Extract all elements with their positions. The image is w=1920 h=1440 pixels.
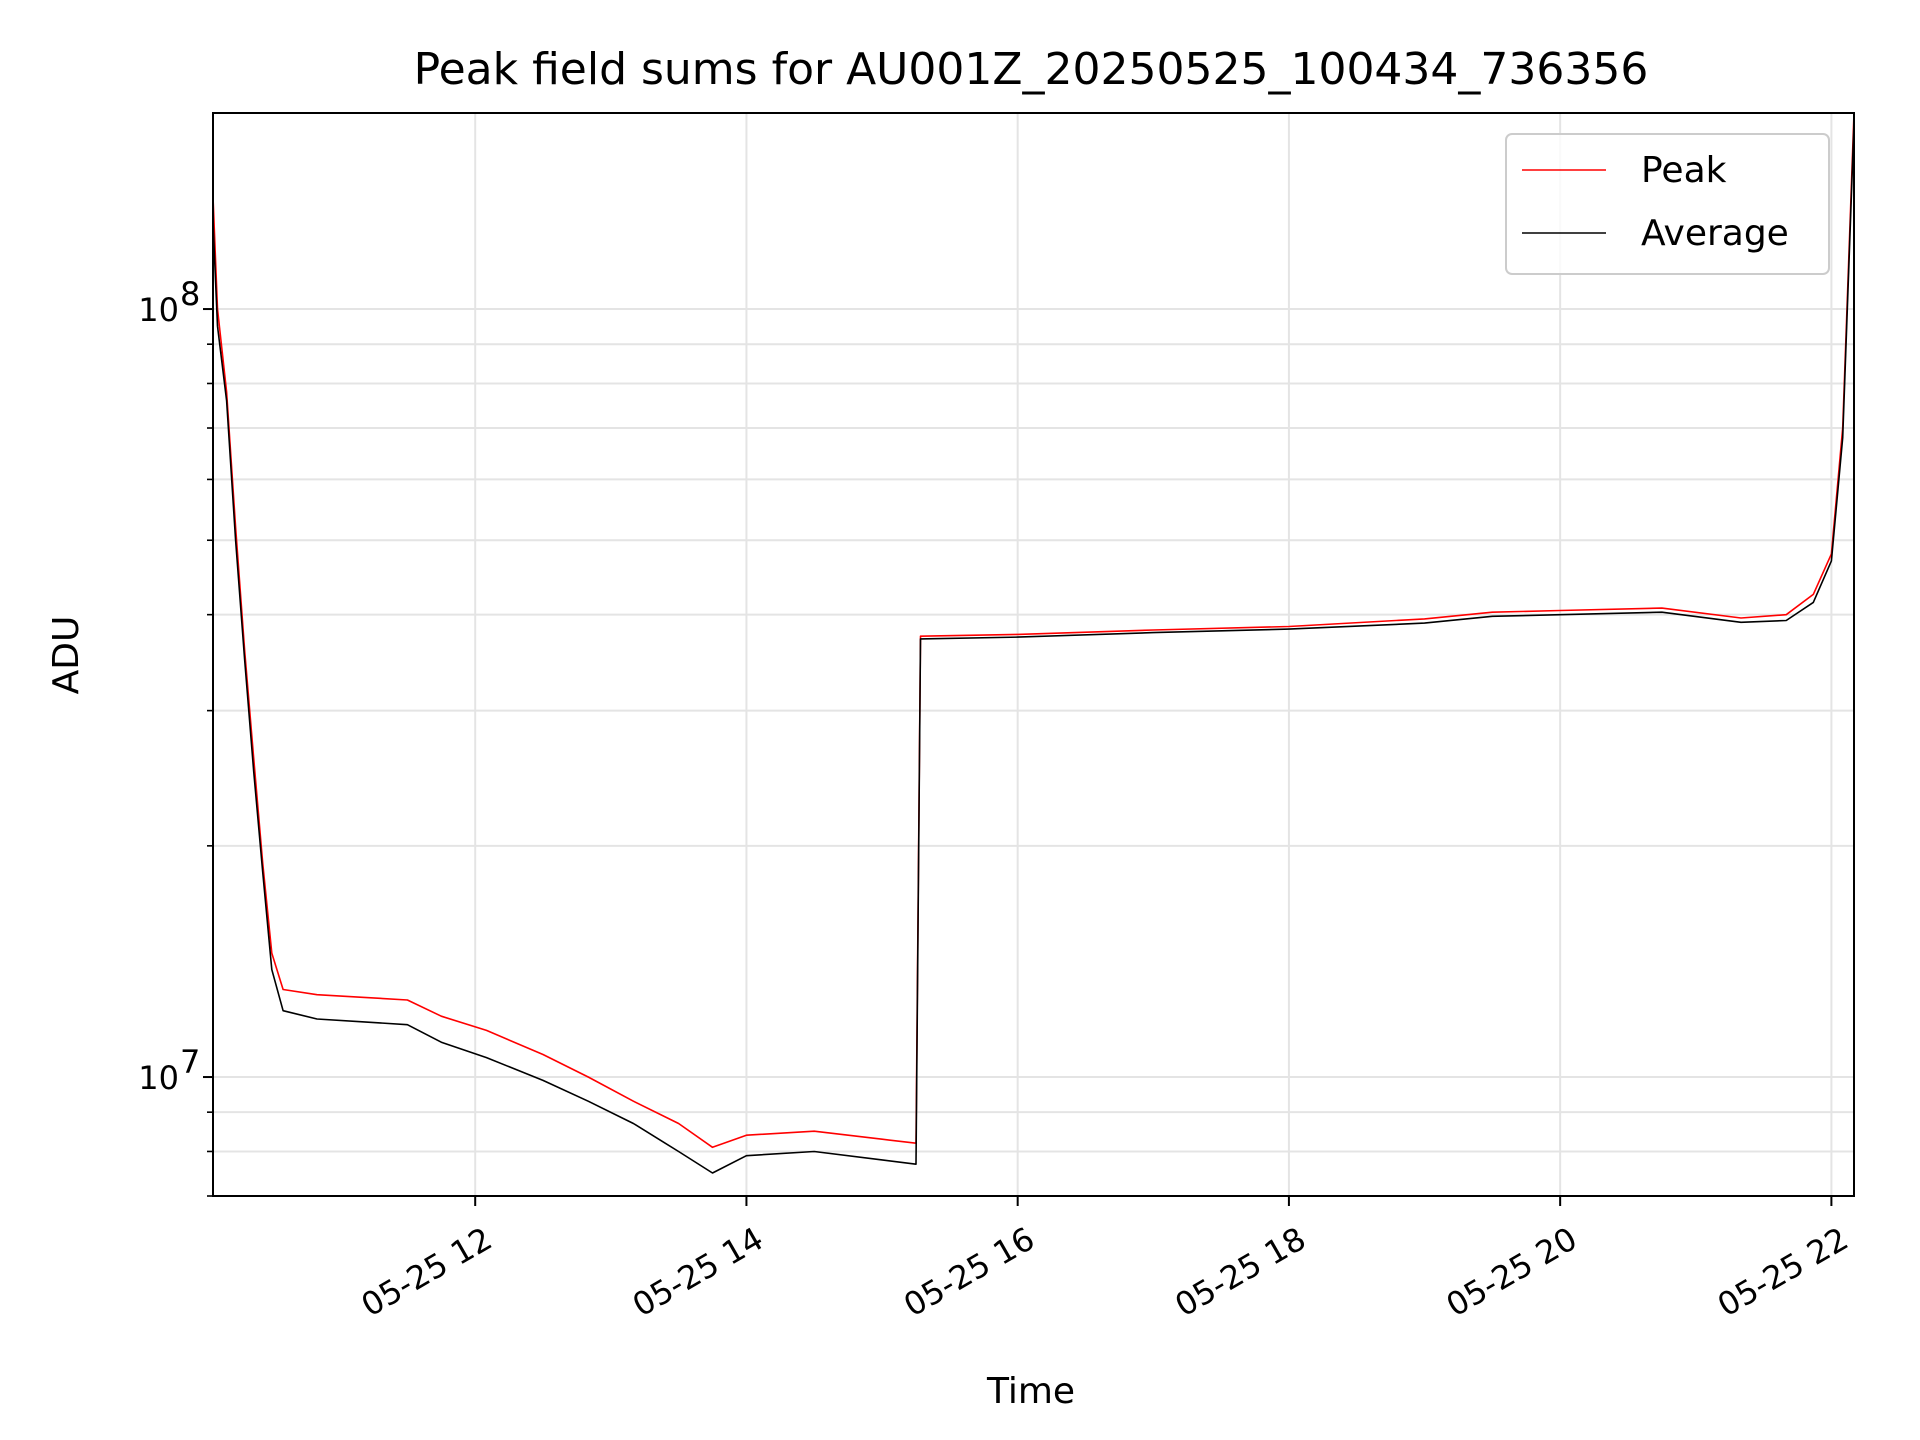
- y-tick-label-base: 10: [138, 1059, 179, 1097]
- legend-label-peak: Peak: [1641, 150, 1727, 191]
- x-axis-label: Time: [986, 1371, 1075, 1412]
- plot-frame: [212, 112, 1855, 1197]
- legend: Peak Average: [1505, 133, 1830, 275]
- legend-box: [1505, 133, 1830, 275]
- y-tick-label-exponent: 7: [180, 1043, 200, 1081]
- series-layer: [213, 113, 1854, 1174]
- y-tick-label-base: 10: [138, 291, 179, 329]
- chart-title: Peak field sums for AU001Z_20250525_1004…: [414, 44, 1649, 95]
- y-tick-label-exponent: 8: [180, 275, 200, 313]
- legend-label-average: Average: [1641, 213, 1789, 254]
- y-tick-label: 10 7: [138, 1043, 200, 1097]
- y-axis-label: ADU: [46, 616, 87, 695]
- y-tick-label: 10 8: [138, 275, 200, 329]
- series-line-average: [213, 122, 1854, 1174]
- grid: [213, 113, 1854, 1197]
